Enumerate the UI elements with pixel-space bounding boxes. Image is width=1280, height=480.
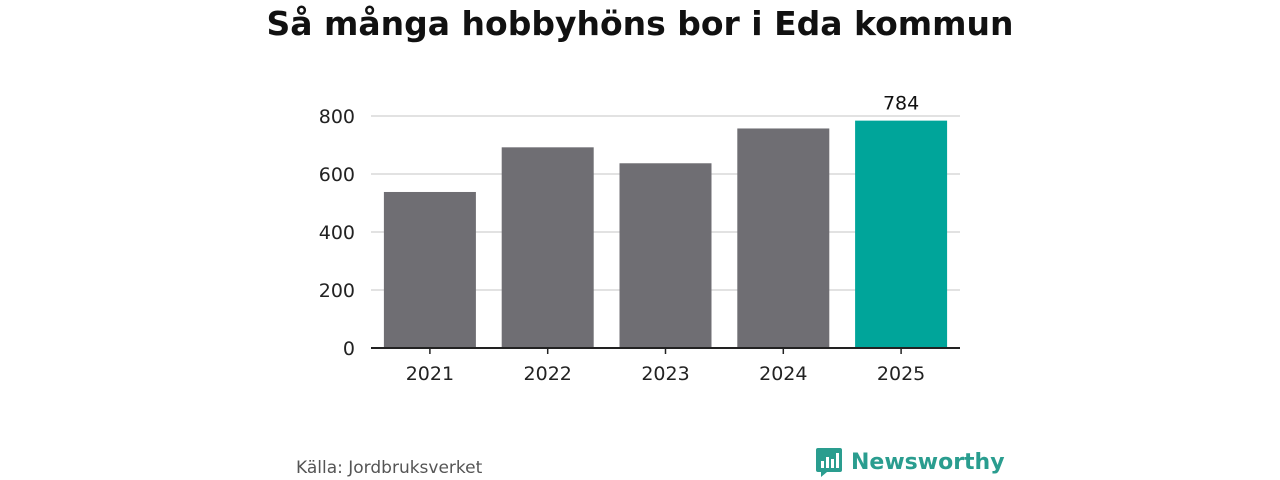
y-tick-label: 0 [343, 338, 355, 360]
x-tick-label: 2021 [406, 363, 454, 385]
bar-2023 [619, 163, 712, 348]
y-tick-label: 200 [319, 280, 355, 302]
x-tick-label: 2024 [759, 363, 807, 385]
brand-logo: Newsworthy [815, 446, 1005, 478]
bar-2021 [383, 191, 476, 348]
labels: 0 200 400 600 800 2021 2022 2023 2024 2025 784 [319, 93, 926, 385]
axes [371, 347, 960, 354]
data-label: 784 [883, 93, 919, 115]
y-tick-label: 400 [319, 222, 355, 244]
bar-2022 [501, 147, 594, 348]
bar-chart: 0 200 400 600 800 2021 2022 2023 2024 2025 784 [319, 93, 960, 385]
bars [383, 120, 948, 348]
chart-title: Så många hobbyhöns bor i Eda kommun [266, 4, 1014, 43]
bar-2024 [737, 128, 830, 348]
bar-2025 [855, 120, 948, 348]
brand-name: Newsworthy [851, 449, 1005, 475]
x-tick-label: 2022 [524, 363, 572, 385]
y-tick-label: 600 [319, 164, 355, 186]
y-tick-label: 800 [319, 106, 355, 128]
x-tick-label: 2023 [641, 363, 689, 385]
newsworthy-logo-icon [816, 448, 842, 477]
source-note: Källa: Jordbruksverket [296, 458, 483, 478]
x-tick-label: 2025 [877, 363, 925, 385]
